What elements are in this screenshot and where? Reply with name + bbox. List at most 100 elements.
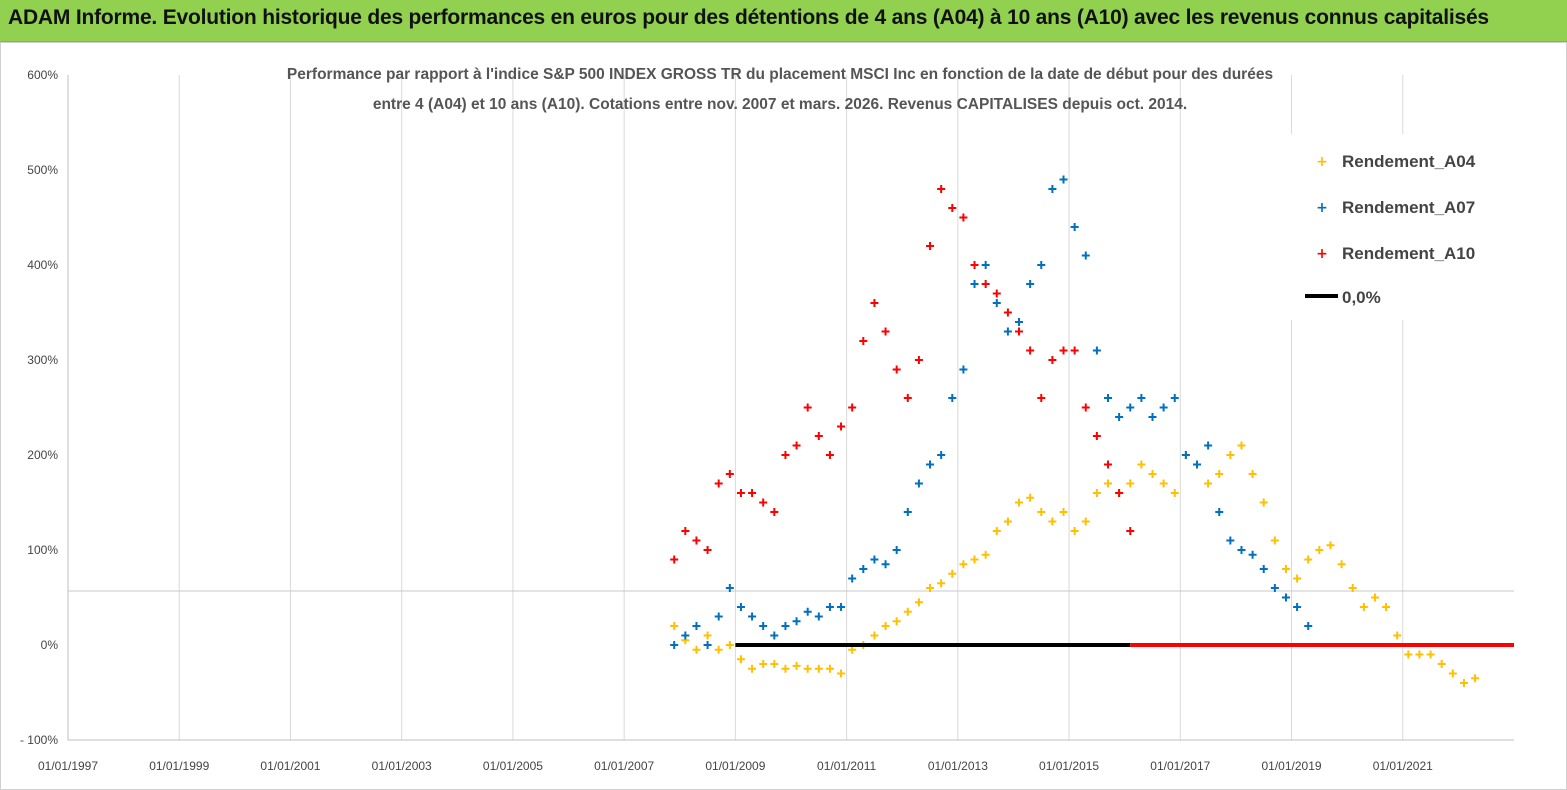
point-a07-33 [1037, 261, 1046, 269]
legend-item-a04: + Rendement_A04 [1316, 152, 1476, 171]
point-a04-39 [1104, 479, 1113, 488]
legend-marker-a10: + [1316, 246, 1328, 262]
x-tick-label-8: 01/01/2013 [928, 759, 988, 773]
point-a10-8 [759, 498, 768, 507]
title-banner: ADAM Informe. Evolution historique des p… [0, 0, 1567, 42]
series [670, 175, 1480, 687]
chart-title-line-1: Performance par rapport à l'indice S&P 5… [287, 66, 1273, 83]
point-a07-4 [714, 612, 723, 621]
series-a10 [670, 185, 1135, 564]
point-a04-6 [736, 655, 745, 664]
x-tick-label-9: 01/01/2015 [1039, 759, 1099, 773]
point-a07-14 [825, 603, 834, 611]
x-tick-label-10: 01/01/2017 [1150, 759, 1210, 773]
point-a04-28 [981, 550, 990, 559]
point-a07-52 [1248, 550, 1257, 559]
point-a10-25 [948, 204, 957, 212]
point-a04-5 [725, 641, 734, 649]
point-a10-20 [892, 365, 901, 374]
point-a07-46 [1181, 451, 1190, 459]
y-tick-label-0: - 100% [20, 733, 58, 747]
point-a07-9 [770, 631, 779, 640]
point-a10-15 [837, 422, 846, 431]
point-a04-63 [1370, 593, 1379, 602]
point-a07-23 [926, 460, 935, 469]
point-a04-49 [1215, 470, 1224, 478]
point-a07-5 [725, 584, 734, 592]
point-a10-5 [725, 470, 734, 478]
point-a10-29 [992, 289, 1001, 298]
point-a04-32 [1026, 493, 1035, 502]
y-tick-label-5: 400% [27, 258, 58, 272]
point-a07-12 [803, 607, 812, 616]
point-a10-13 [814, 432, 823, 440]
series-a07 [670, 175, 1313, 649]
point-a04-55 [1281, 565, 1290, 573]
point-a04-54 [1270, 536, 1279, 545]
x-tick-label-1: 01/01/1999 [149, 759, 209, 773]
point-a04-51 [1237, 441, 1246, 450]
point-a10-24 [937, 185, 946, 193]
legend-marker-a07: + [1316, 200, 1328, 216]
point-a07-47 [1192, 460, 1201, 469]
point-a07-53 [1259, 565, 1268, 573]
point-a07-24 [937, 451, 946, 459]
point-a07-44 [1159, 403, 1168, 412]
point-a04-29 [992, 527, 1001, 535]
point-a04-22 [914, 598, 923, 607]
point-a04-26 [959, 560, 968, 569]
point-a07-25 [948, 394, 957, 402]
point-a10-32 [1026, 346, 1035, 355]
point-a07-17 [859, 565, 868, 573]
point-a10-6 [736, 489, 745, 497]
point-a07-19 [881, 560, 890, 569]
point-a07-18 [870, 555, 879, 564]
banner-title: ADAM Informe. Evolution historique des p… [8, 6, 1489, 29]
point-a10-22 [914, 356, 923, 364]
point-a10-41 [1126, 527, 1135, 535]
x-tick-label-6: 01/01/2009 [705, 759, 765, 773]
point-a07-39 [1104, 394, 1113, 402]
point-a04-24 [937, 579, 946, 588]
point-a10-30 [1003, 308, 1012, 317]
point-a10-21 [903, 394, 912, 402]
point-a04-11 [792, 661, 801, 670]
point-a07-6 [736, 603, 745, 611]
point-a10-37 [1081, 403, 1090, 412]
point-a07-16 [848, 574, 857, 583]
point-a07-42 [1137, 394, 1146, 402]
point-a07-29 [992, 299, 1001, 307]
point-a07-54 [1270, 584, 1279, 592]
point-a10-19 [881, 327, 890, 336]
point-a04-64 [1382, 603, 1391, 611]
y-axis: - 100% 0% 100% 200% 300% 400% 500% 600% [20, 68, 58, 747]
chart: Performance par rapport à l'indice S&P 5… [0, 42, 1567, 790]
point-a10-27 [970, 261, 979, 269]
point-a07-49 [1215, 508, 1224, 516]
point-a04-48 [1204, 479, 1213, 488]
point-a10-16 [848, 403, 857, 412]
point-a04-44 [1159, 479, 1168, 488]
point-a10-2 [692, 536, 701, 545]
point-a10-34 [1048, 356, 1057, 364]
point-a04-69 [1437, 660, 1446, 668]
point-a07-43 [1148, 413, 1157, 421]
point-a10-31 [1015, 327, 1024, 336]
x-tick-label-5: 01/01/2007 [594, 759, 654, 773]
point-a04-56 [1293, 574, 1302, 583]
x-axis: 01/01/1997 01/01/1999 01/01/2001 01/01/2003… [38, 759, 1433, 773]
point-a04-61 [1348, 584, 1357, 592]
legend-label-a10: Rendement_A10 [1342, 244, 1475, 263]
y-tick-label-3: 200% [27, 448, 58, 462]
point-a04-0 [670, 622, 679, 630]
point-a10-14 [825, 451, 834, 459]
point-a04-59 [1326, 541, 1335, 550]
y-tick-label-1: 0% [41, 638, 59, 652]
point-a04-50 [1226, 451, 1235, 459]
point-a04-57 [1304, 555, 1313, 564]
point-a10-18 [870, 299, 879, 307]
point-a04-31 [1015, 498, 1024, 507]
point-a10-28 [981, 280, 990, 288]
point-a10-7 [748, 489, 757, 497]
x-tick-label-12: 01/01/2021 [1373, 759, 1433, 773]
